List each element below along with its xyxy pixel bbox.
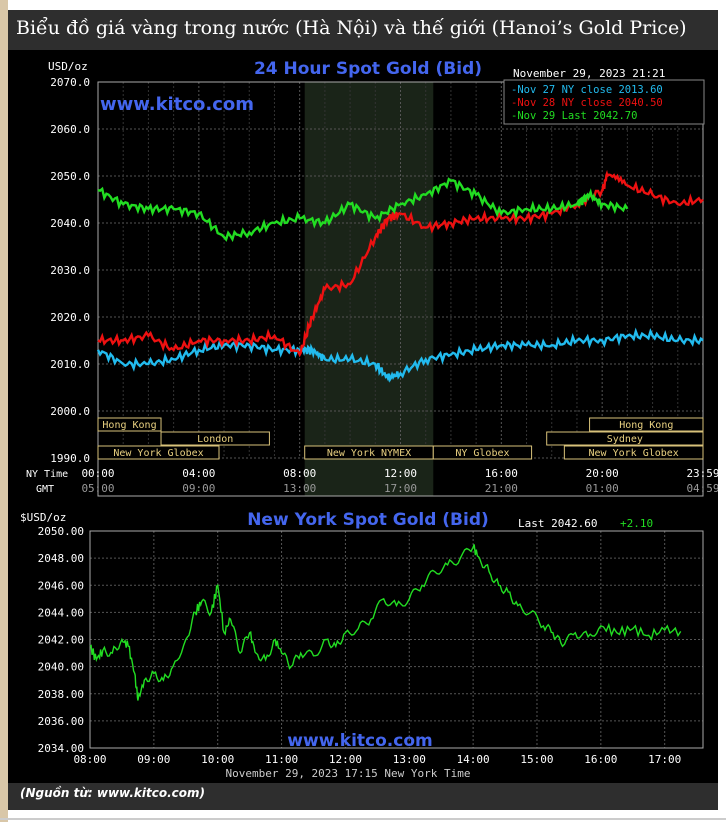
y-tick-label: 2040.00: [38, 661, 84, 674]
x-tick-label-gmt: 09:00: [182, 482, 215, 495]
x-tick-label: 09:00: [137, 753, 170, 766]
series-line: [96, 327, 704, 383]
last-label: Last 2042.60: [518, 517, 597, 530]
session-box: [160, 431, 270, 446]
x-tick-label-gmt: 17:00: [384, 482, 417, 495]
left-border-strip: [0, 0, 8, 822]
x-tick-label-gmt: 21:00: [485, 482, 518, 495]
unit-label: $USD/oz: [20, 511, 66, 524]
y-tick-label: 2030.0: [50, 264, 90, 277]
y-tick-label: 2050.00: [38, 525, 84, 538]
watermark: www.kitco.com: [287, 731, 432, 751]
row-label-ny: NY Time: [26, 469, 68, 480]
change-label: +2.10: [620, 517, 653, 530]
session-label: NY Globex: [455, 448, 509, 459]
chart-24-hour: 2070.0 2060.0 2050.0 2040.0 2030.0 2020.0 2010…: [8, 50, 718, 505]
x-tick-label-ny: 23:59: [686, 467, 718, 480]
timestamp: November 29, 2023 21:21: [513, 67, 665, 80]
y-tick-label: 2040.0: [50, 217, 90, 230]
footer: November 29, 2023 17:15 New York Time: [225, 767, 470, 780]
y-tick-label: 2000.0: [50, 405, 90, 418]
session-label: New York Globex: [113, 448, 203, 459]
session-label: Hong Kong: [619, 420, 673, 431]
x-tick-label: 13:00: [393, 753, 426, 766]
x-tick-label: 08:00: [73, 753, 106, 766]
source-note: (Nguồn từ: www.kitco.com): [20, 786, 206, 800]
x-tick-label-ny: 00:00: [81, 467, 114, 480]
y-tick-label: 2060.0: [50, 123, 90, 136]
series-line: [97, 177, 629, 243]
y-tick-label: 2020.0: [50, 311, 90, 324]
session-box: [546, 431, 704, 446]
legend-entry: -Nov 28 NY close 2040.50: [511, 97, 663, 109]
y-tick-label: 2050.0: [50, 170, 90, 183]
x-tick-label: 16:00: [584, 753, 617, 766]
chart-new-york: 2050.00 2048.00 2046.00 2044.00 2042.00 2040.…: [8, 505, 718, 783]
y-tick-label: 1990.0: [50, 452, 90, 465]
x-tick-label-ny: 08:00: [283, 467, 316, 480]
x-tick-label: 10:00: [201, 753, 234, 766]
y-tick-label: 2034.00: [38, 742, 84, 755]
y-tick-label: 2038.00: [38, 688, 84, 701]
legend-entry: -Nov 27 NY close 2013.60: [511, 84, 663, 96]
legend: -Nov 27 NY close 2013.60-Nov 28 NY close…: [511, 84, 663, 122]
x-tick-label-gmt: 04:59: [686, 482, 718, 495]
session-box: [589, 417, 704, 432]
row-label-gmt: GMT: [36, 484, 54, 495]
y-tick-label: 2070.0: [50, 76, 90, 89]
series-line: [97, 169, 704, 358]
session-label: Sydney: [607, 434, 643, 445]
chart-title: New York Spot Gold (Bid): [247, 510, 489, 530]
x-tick-label-gmt: 01:00: [586, 482, 619, 495]
y-tick-label: 2046.00: [38, 579, 84, 592]
y-tick-label: 2042.00: [38, 634, 84, 647]
y-tick-label: 2010.0: [50, 358, 90, 371]
x-tick-label: 14:00: [457, 753, 490, 766]
page-caption: Biểu đồ giá vàng trong nước (Hà Nội) và …: [8, 10, 718, 46]
y-tick-label: 2044.00: [38, 606, 84, 619]
x-tick-label: 15:00: [520, 753, 553, 766]
session-box: [432, 445, 533, 460]
unit-label: USD/oz: [48, 60, 88, 73]
plot-border: [89, 530, 704, 749]
plot-border: [97, 81, 704, 497]
session-label: New York NYMEX: [327, 448, 411, 459]
legend-entry: -Nov 29 Last 2042.70: [511, 110, 637, 122]
y-tick-label: 2048.00: [38, 552, 84, 565]
series-line: [89, 544, 682, 701]
session-label: New York Globex: [589, 448, 679, 459]
watermark: www.kitco.com: [100, 94, 254, 115]
legend-box: [503, 79, 705, 125]
x-tick-label: 17:00: [648, 753, 681, 766]
x-tick-label-gmt: 13:00: [283, 482, 316, 495]
x-tick-label-ny: 16:00: [485, 467, 518, 480]
session-box: [97, 445, 220, 460]
session-box: [563, 445, 704, 460]
x-tick-label-gmt: 05:00: [81, 482, 114, 495]
session-label: London: [197, 434, 233, 445]
x-tick-label-ny: 04:00: [182, 467, 215, 480]
chart-title: 24 Hour Spot Gold (Bid): [254, 59, 482, 79]
y-tick-label: 2036.00: [38, 715, 84, 728]
session-box: [97, 417, 162, 432]
session-label: Hong Kong: [102, 420, 156, 431]
x-tick-label-ny: 20:00: [586, 467, 619, 480]
bottom-divider: [0, 818, 726, 820]
x-tick-label-ny: 12:00: [384, 467, 417, 480]
x-tick-label: 12:00: [329, 753, 362, 766]
x-tick-label: 11:00: [265, 753, 298, 766]
